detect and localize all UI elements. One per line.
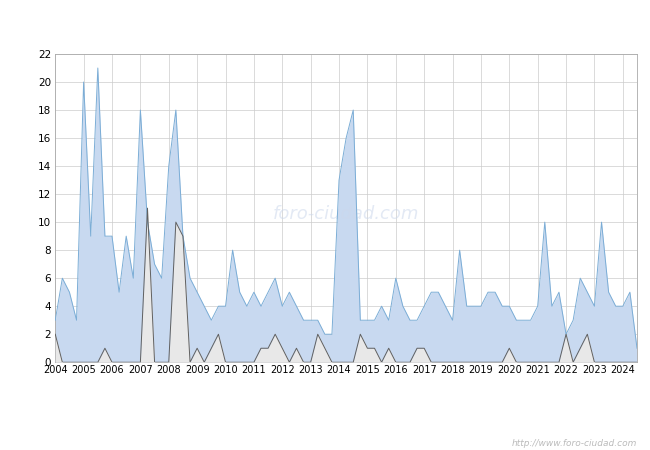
Text: http://www.foro-ciudad.com: http://www.foro-ciudad.com xyxy=(512,439,637,448)
Text: Hornachos - Evolucion del Nº de Transacciones Inmobiliarias: Hornachos - Evolucion del Nº de Transacc… xyxy=(104,16,546,31)
Text: foro-ciudad.com: foro-ciudad.com xyxy=(273,205,419,223)
